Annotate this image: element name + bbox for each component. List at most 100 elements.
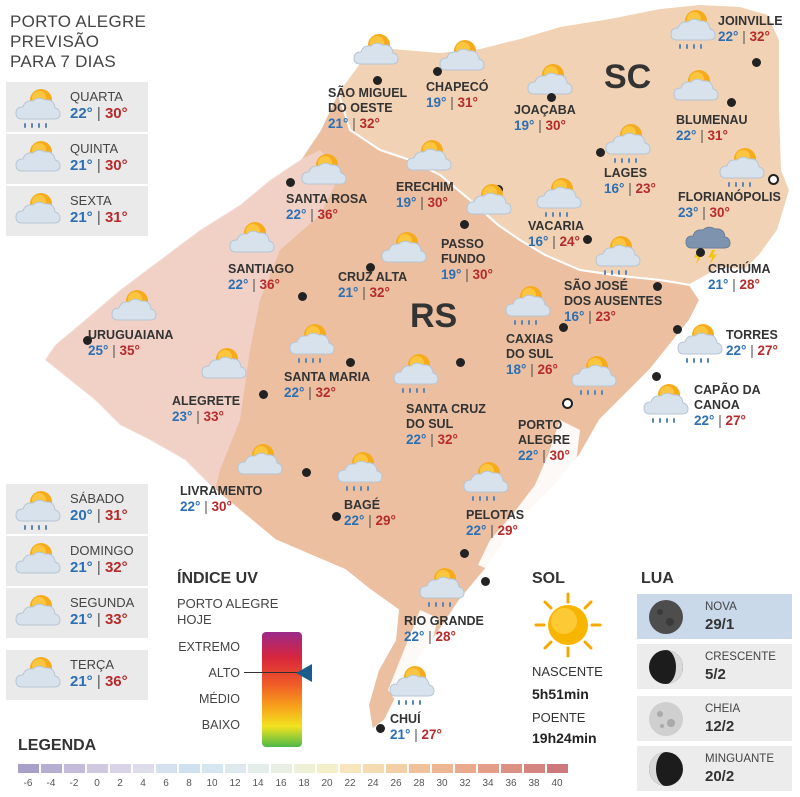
- moon-phase-date: 29/1: [705, 616, 735, 633]
- sun-cloud-icon: [12, 591, 64, 637]
- city-marker-joinville: [752, 58, 761, 67]
- legend-label: 36: [505, 778, 517, 789]
- legend-title: LEGENDA: [18, 737, 97, 754]
- sun-cloud-icon: [12, 189, 64, 235]
- min-temp: 22°: [228, 277, 249, 292]
- temp-separator: |: [552, 234, 556, 249]
- temp-separator: |: [465, 267, 469, 282]
- legend-label: 14: [252, 778, 264, 789]
- city-name: LAGES: [604, 166, 648, 180]
- city-marker-blumenau: [727, 98, 736, 107]
- city-marker-santa-maria: [346, 358, 355, 367]
- forecast-day-domingo: DOMINGO 21° | 32°: [6, 536, 148, 586]
- city-name: PASSO FUNDO: [441, 237, 486, 266]
- min-temp: 23°: [678, 205, 699, 220]
- max-temp: 31°: [457, 95, 478, 110]
- legend-swatch: [340, 764, 361, 773]
- city-marker-cruz-alta: [366, 263, 375, 272]
- city-temps: 22° | 32°: [718, 29, 783, 44]
- min-temp: 22°: [694, 413, 715, 428]
- city-marker-criciuma: [696, 248, 705, 257]
- day-name: QUINTA: [70, 141, 119, 156]
- legend-swatch: [478, 764, 499, 773]
- city-joacaba: JOAÇABA 19° | 30°: [514, 103, 576, 133]
- temp-separator: |: [414, 727, 418, 742]
- uv-scale-bar: [262, 632, 302, 747]
- city-alegrete: ALEGRETE 23° | 33°: [172, 394, 240, 424]
- city-temps: 21° | 32°: [328, 116, 407, 131]
- legend-label: -6: [23, 778, 33, 789]
- max-temp: 32°: [437, 432, 458, 447]
- legend-swatch: [386, 764, 407, 773]
- max-temp: 30°: [549, 448, 570, 463]
- sun-cloud-icon: [228, 218, 276, 264]
- min-temp: 20°: [70, 507, 93, 524]
- temp-separator: |: [96, 105, 101, 122]
- min-temp: 22°: [466, 523, 487, 538]
- temp-separator: |: [196, 409, 200, 424]
- temp-separator: |: [732, 277, 736, 292]
- temp-separator: |: [112, 343, 116, 358]
- max-temp: 30°: [211, 499, 232, 514]
- max-temp: 31°: [104, 209, 128, 226]
- city-rio-grande: RIO GRANDE 22° | 28°: [404, 614, 484, 644]
- max-temp: 32°: [749, 29, 770, 44]
- temp-separator: |: [308, 385, 312, 400]
- city-name: SANTIAGO: [228, 262, 294, 276]
- city-marker-uruguaiana: [83, 336, 92, 345]
- legend-swatch: [317, 764, 338, 773]
- city-cruz-alta: CRUZ ALTA 21° | 32°: [338, 270, 407, 300]
- min-temp: 19°: [396, 195, 417, 210]
- temp-separator: |: [588, 309, 592, 324]
- temp-separator: |: [96, 157, 101, 174]
- city-name: SANTA CRUZ DO SUL: [406, 402, 486, 431]
- city-name: ALEGRETE: [172, 394, 241, 408]
- city-marker-livramento: [302, 468, 311, 477]
- sun-cloud-rain-icon: [392, 350, 440, 396]
- forecast-day-sexta: SEXTA 21° | 31°: [6, 186, 148, 236]
- city-name: CRICIÚMA: [708, 262, 771, 276]
- min-temp: 21°: [328, 116, 349, 131]
- sun-cloud-rain-icon: [669, 6, 717, 52]
- legend-label: 18: [298, 778, 310, 789]
- sun-cloud-icon: [380, 228, 428, 274]
- city-name: BLUMENAU: [676, 113, 748, 127]
- min-temp: 16°: [528, 234, 549, 249]
- sun-cloud-icon: [672, 66, 720, 112]
- legend-label: 10: [206, 778, 218, 789]
- legend-label: 40: [551, 778, 563, 789]
- city-temps: 23° | 33°: [172, 409, 240, 424]
- legend-swatch: [110, 764, 131, 773]
- temp-separator: |: [700, 128, 704, 143]
- temp-separator: |: [702, 205, 706, 220]
- city-marker-chui: [376, 724, 385, 733]
- legend-label: 22: [344, 778, 356, 789]
- max-temp: 31°: [707, 128, 728, 143]
- city-blumenau: BLUMENAU 22° | 31°: [676, 113, 748, 143]
- city-uruguaiana: URUGUAIANA 25° | 35°: [88, 328, 173, 358]
- legend-label: 26: [390, 778, 402, 789]
- temp-separator: |: [96, 611, 101, 628]
- city-temps: 22° | 28°: [404, 629, 484, 644]
- day-name: DOMINGO: [70, 543, 134, 558]
- city-porto-alegre: PORTO ALEGRE 22° | 30°: [518, 418, 570, 463]
- min-temp: 21°: [70, 209, 93, 226]
- min-temp: 22°: [404, 629, 425, 644]
- sun-cloud-rain-icon: [462, 458, 510, 504]
- legend-label: 0: [94, 778, 100, 789]
- min-temp: 21°: [390, 727, 411, 742]
- city-marker-caxias-do-sul: [559, 323, 568, 332]
- max-temp: 32°: [315, 385, 336, 400]
- city-marker-pelotas: [460, 549, 469, 558]
- city-name: URUGUAIANA: [88, 328, 174, 342]
- city-temps: 22° | 27°: [726, 343, 778, 358]
- max-temp: 29°: [375, 513, 396, 528]
- city-temps: 18° | 26°: [506, 362, 558, 377]
- city-temps: 21° | 27°: [390, 727, 442, 742]
- min-temp: 19°: [426, 95, 447, 110]
- legend-swatch: [87, 764, 108, 773]
- city-temps: 19° | 30°: [514, 118, 576, 133]
- day-temps: 21° | 30°: [70, 157, 128, 174]
- city-name: SANTA ROSA: [286, 192, 368, 206]
